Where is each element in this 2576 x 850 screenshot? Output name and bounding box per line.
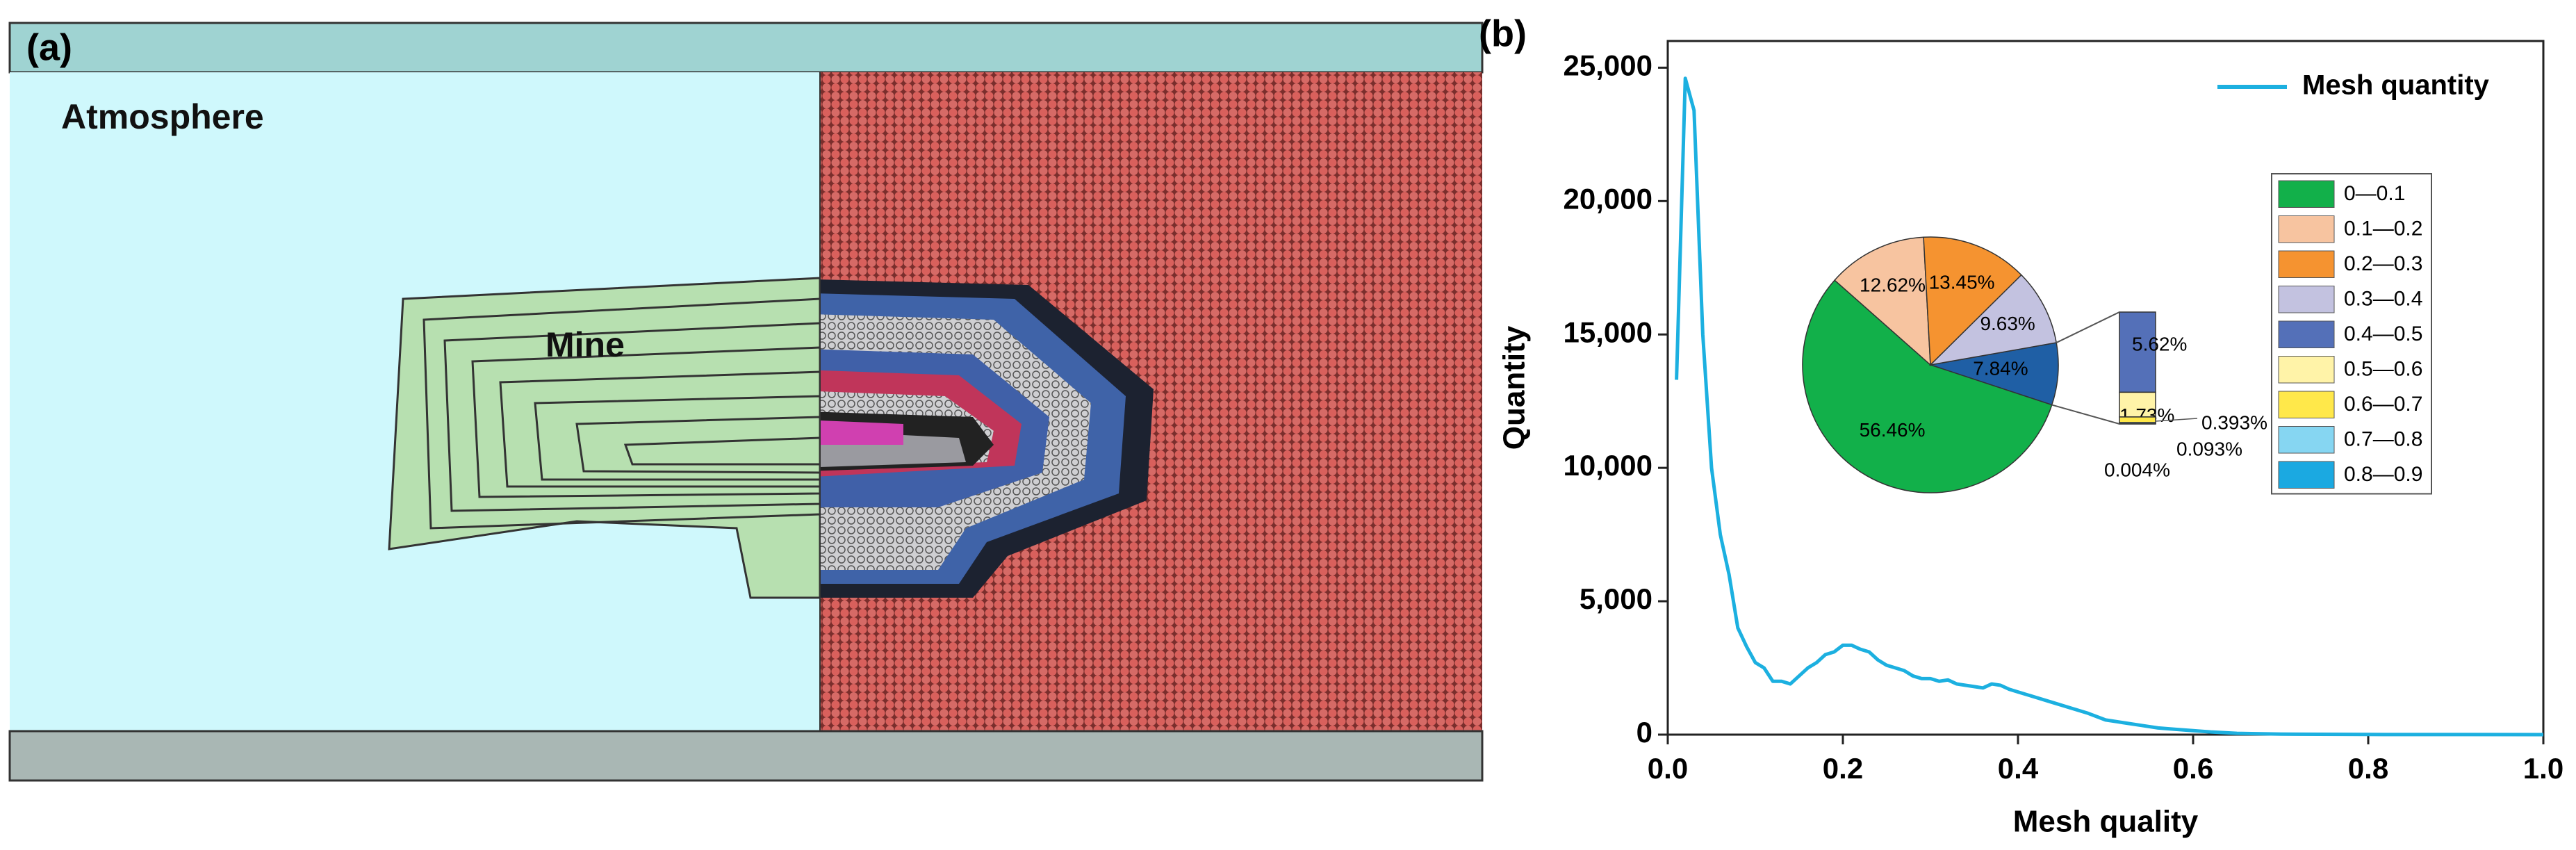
pie-label: 7.84%: [1973, 358, 2028, 379]
x-tick-label: 0.2: [1823, 752, 1863, 785]
panel-label: (b): [1479, 13, 1527, 54]
x-tick-label: 0.6: [2173, 752, 2213, 785]
legend-swatch: [2278, 286, 2335, 313]
y-tick-label: 15,000: [1564, 316, 1652, 348]
mine-geometry: [388, 277, 820, 599]
legend-label: 0.2—0.3: [2344, 252, 2422, 275]
bar-label: 0.093%: [2176, 438, 2242, 459]
legend-swatch: [2278, 391, 2335, 418]
y-axis-title: Quantity: [1498, 325, 1532, 450]
leader: [2155, 418, 2198, 422]
panel-b: 0 5,000 10,000 15,000 20,000 25,000 0.0 0.2 0.4 0…: [1479, 13, 2563, 838]
bar-segment: [2119, 416, 2156, 423]
atmosphere-label: Atmosphere: [61, 97, 264, 136]
x-tick-label: 0.8: [2348, 752, 2388, 785]
legend-label: 0.3—0.4: [2344, 288, 2422, 311]
top-layer: [8, 22, 1484, 74]
pie-slice: [1930, 342, 2059, 406]
legend-label: 0.1—0.2: [2344, 218, 2422, 240]
connector: [2056, 311, 2120, 343]
x-tick-label: 0.0: [1648, 752, 1688, 785]
x-tick-label: 1.0: [2523, 752, 2563, 785]
legend-label: 0.7—0.8: [2344, 428, 2422, 451]
y-tick-label: 10,000: [1564, 449, 1652, 482]
x-axis-title: Mesh quality: [2013, 805, 2199, 839]
y-tick-label: 5,000: [1580, 582, 1652, 615]
legend-label: 0.4—0.5: [2344, 322, 2422, 345]
pie-label: 12.62%: [1860, 275, 1926, 296]
bar-label: 0.393%: [2201, 411, 2267, 433]
legend-swatch: [2278, 320, 2335, 348]
panel-a: (a) Atmosphere Mine: [8, 22, 1484, 782]
pie-label: 13.45%: [1929, 272, 1995, 293]
legend-label: Mesh quantity: [2302, 70, 2490, 101]
pie-slice: [1802, 279, 2053, 493]
mine-label: Mine: [545, 325, 625, 364]
legend-swatch: [2278, 461, 2335, 489]
legend-swatch: [2278, 180, 2335, 208]
legend-swatch: [2278, 426, 2335, 454]
pie-slice: [1928, 274, 2058, 366]
plot-frame: [1666, 40, 2545, 736]
panel-label: (a): [26, 26, 72, 68]
line-series: [1675, 76, 2544, 737]
connector: [2051, 404, 2120, 425]
legend-swatch: [2278, 356, 2335, 384]
bar-label: 0.004%: [2104, 459, 2170, 480]
bar-segment: [2119, 311, 2156, 393]
y-tick-label: 20,000: [1564, 182, 1652, 215]
mine-mesh: [820, 279, 1154, 598]
y-tick-label: 25,000: [1564, 49, 1652, 81]
pie-slice: [1834, 236, 1931, 366]
x-tick-label: 0.4: [1998, 752, 2039, 785]
legend-swatch: [2278, 215, 2335, 243]
pie-slice: [1923, 236, 2022, 366]
legend-label: 0.8—0.9: [2344, 463, 2422, 486]
bottom-layer: [8, 730, 1484, 782]
y-tick-label: 0: [1636, 716, 1652, 749]
legend-label: 0.6—0.7: [2344, 393, 2422, 416]
legend-swatch: [2278, 250, 2335, 278]
pie-label: 9.63%: [1980, 313, 2035, 334]
pie-label: 56.46%: [1860, 419, 1926, 441]
bar-label: 5.62%: [2132, 333, 2187, 354]
legend-label: 0—0.1: [2344, 182, 2405, 205]
legend-label: 0.5—0.6: [2344, 358, 2422, 381]
